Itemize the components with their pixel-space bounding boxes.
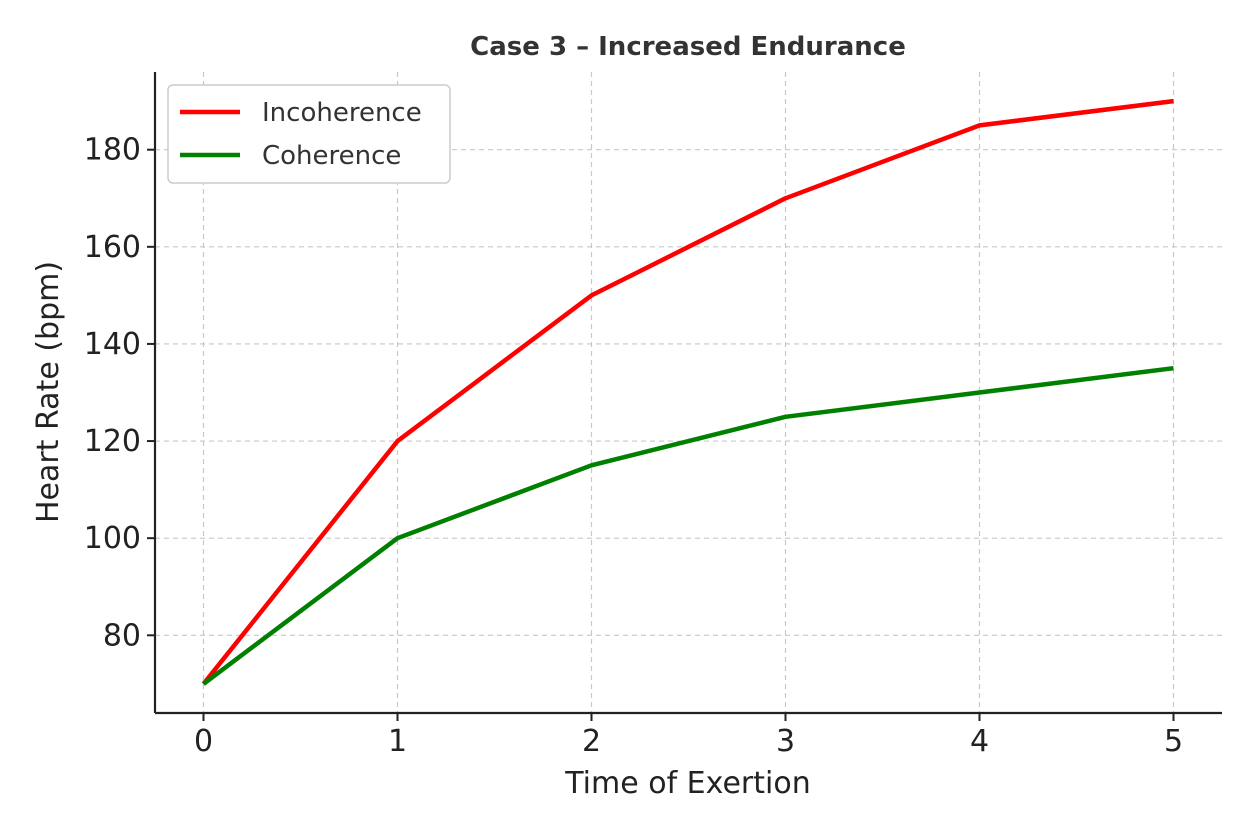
- legend: Incoherence Coherence: [167, 84, 451, 184]
- legend-label-incoherence: Incoherence: [262, 98, 422, 128]
- series-line-incoherence: [201, 98, 1174, 686]
- y-tick-label: 140: [84, 327, 141, 362]
- y-tick-label: 180: [84, 133, 141, 168]
- chart-title: Case 3 – Increased Endurance: [470, 32, 906, 62]
- legend-box: [167, 84, 451, 184]
- series: [201, 98, 1174, 686]
- series-line-coherence: [202, 365, 1174, 686]
- x-axis-label: Time of Exertion: [564, 766, 810, 801]
- x-tick-label: 4: [970, 724, 989, 759]
- x-tick-label: 5: [1164, 724, 1183, 759]
- x-tick-label: 1: [388, 724, 407, 759]
- x-tick-label: 3: [776, 724, 795, 759]
- axes: [153, 72, 1222, 715]
- x-tick-label: 0: [194, 724, 213, 759]
- y-tick-label: 160: [84, 230, 141, 265]
- x-tick-label: 2: [582, 724, 601, 759]
- ticks: 0 1 2 3 4 5 80 100 120 140 160 180: [84, 133, 1183, 759]
- y-tick-label: 120: [84, 424, 141, 459]
- y-tick-label: 100: [84, 521, 141, 556]
- legend-label-coherence: Coherence: [262, 141, 401, 171]
- y-tick-label: 80: [103, 618, 141, 653]
- y-axis-label: Heart Rate (bpm): [31, 261, 66, 523]
